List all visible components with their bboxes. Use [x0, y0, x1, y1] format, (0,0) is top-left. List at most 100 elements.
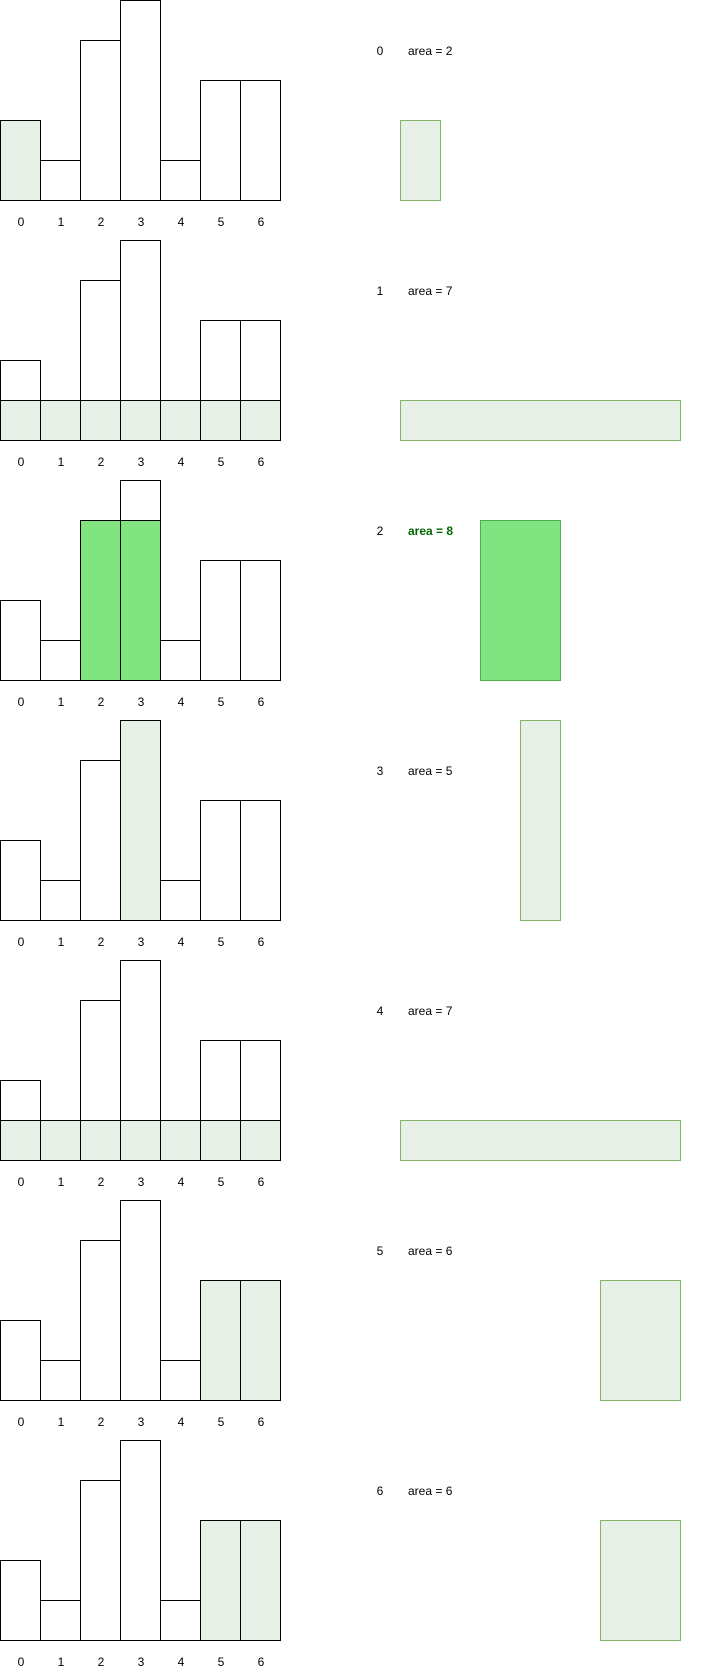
bar-index-label: 0: [18, 1415, 25, 1429]
histogram-bar: [40, 640, 81, 681]
area-label: area = 8: [408, 524, 453, 538]
bar-index-label: 4: [178, 935, 185, 949]
bar-index-label: 5: [218, 1415, 225, 1429]
bar-index-label: 3: [138, 1655, 145, 1669]
bar-index-label: 0: [18, 1175, 25, 1189]
bar-index-label: 0: [18, 215, 25, 229]
histogram-bar: [200, 80, 241, 201]
step-index-label: 2: [377, 524, 384, 538]
bar-index-label: 0: [18, 455, 25, 469]
histogram-bar: [40, 880, 81, 921]
bar-index-label: 3: [138, 1175, 145, 1189]
bar-index-label: 4: [178, 455, 185, 469]
area-rectangle: [400, 400, 681, 441]
bar-index-label: 3: [138, 695, 145, 709]
histogram-bar: [160, 880, 201, 921]
step-panel-6: 0 1 2 3 4 5 6 6 area = 6: [0, 1440, 681, 1669]
area-rectangle: [400, 1120, 681, 1161]
highlight-cell: [200, 1120, 241, 1161]
bar-index-label: 0: [18, 695, 25, 709]
bar-index-label: 4: [178, 1175, 185, 1189]
area-label: area = 6: [408, 1484, 453, 1498]
step-panel-3: 0 1 2 3 4 5 6 3 area = 5: [0, 720, 561, 949]
histogram-bar: [120, 1200, 161, 1401]
bar-index-label: 2: [98, 455, 105, 469]
bar-index-label: 6: [258, 1655, 265, 1669]
highlight-cell: [240, 400, 281, 441]
bar-index-label: 1: [58, 1655, 65, 1669]
bar-index-label: 6: [258, 1175, 265, 1189]
area-rectangle: [600, 1280, 681, 1401]
bar-index-label: 5: [218, 1655, 225, 1669]
highlight-cell: [80, 1120, 121, 1161]
bar-index-label: 1: [58, 935, 65, 949]
bar-index-label: 6: [258, 1415, 265, 1429]
histogram-bar: [120, 0, 161, 201]
highlight-cell: [200, 1280, 241, 1401]
histogram-bar: [0, 840, 41, 921]
area-rectangle: [520, 720, 561, 921]
bar-index-label: 3: [138, 1415, 145, 1429]
bar-index-label: 0: [18, 1655, 25, 1669]
area-label: area = 5: [408, 764, 453, 778]
highlight-cell: [240, 1280, 281, 1401]
histogram-bar: [80, 1480, 121, 1641]
highlight-cell: [240, 1520, 281, 1641]
area-label: area = 6: [408, 1244, 453, 1258]
histogram-bar: [0, 1560, 41, 1641]
step-index-label: 4: [377, 1004, 384, 1018]
bar-index-label: 2: [98, 695, 105, 709]
histogram-bar: [200, 800, 241, 921]
bar-index-label: 1: [58, 215, 65, 229]
histogram-bar: [160, 1600, 201, 1641]
bar-index-label: 4: [178, 695, 185, 709]
bar-index-label: 0: [18, 935, 25, 949]
histogram-bar: [80, 40, 121, 201]
highlight-cell: [120, 720, 161, 921]
histogram-bar: [200, 560, 241, 681]
histogram-bar: [240, 560, 281, 681]
histogram-bar: [80, 1240, 121, 1401]
area-rectangle: [480, 520, 561, 681]
step-panel-0: 0 1 2 3 4 5 6 0 area = 2: [0, 0, 453, 229]
step-index-label: 1: [377, 284, 384, 298]
bar-index-label: 2: [98, 935, 105, 949]
highlight-cell: [120, 1120, 161, 1161]
histogram-bar: [120, 1440, 161, 1641]
highlight-cell: [0, 1120, 41, 1161]
bar-index-label: 5: [218, 695, 225, 709]
step-index-label: 5: [377, 1244, 384, 1258]
histogram-bar: [40, 1600, 81, 1641]
bar-index-label: 3: [138, 215, 145, 229]
step-panel-4: 0 1 2 3 4 5 6 4 area = 7: [0, 960, 681, 1189]
bar-index-label: 1: [58, 695, 65, 709]
highlight-cell: [160, 400, 201, 441]
histogram-bar: [160, 1360, 201, 1401]
bar-index-label: 5: [218, 455, 225, 469]
histogram-bar: [240, 800, 281, 921]
bar-index-label: 6: [258, 695, 265, 709]
step-panel-1: 0 1 2 3 4 5 6 1 area = 7: [0, 240, 681, 469]
bar-index-label: 2: [98, 1175, 105, 1189]
bar-index-label: 2: [98, 215, 105, 229]
histogram-bar: [40, 1360, 81, 1401]
highlight-cell: [120, 400, 161, 441]
bar-index-label: 6: [258, 455, 265, 469]
highlight-cell: [200, 1520, 241, 1641]
highlight-cell: [240, 1120, 281, 1161]
bar-index-label: 4: [178, 1655, 185, 1669]
highlight-cell: [80, 400, 121, 441]
highlight-cell: [200, 400, 241, 441]
bar-index-label: 2: [98, 1415, 105, 1429]
bar-index-label: 6: [258, 215, 265, 229]
area-label: area = 7: [408, 284, 453, 298]
bar-index-label: 6: [258, 935, 265, 949]
step-index-label: 3: [377, 764, 384, 778]
bar-index-label: 1: [58, 1415, 65, 1429]
step-panel-2: 0 1 2 3 4 5 6 2 area = 8: [0, 480, 561, 709]
histogram-bar: [40, 160, 81, 201]
area-label: area = 2: [408, 44, 453, 58]
bar-index-label: 5: [218, 215, 225, 229]
area-rectangle: [600, 1520, 681, 1641]
histogram-bar: [80, 760, 121, 921]
